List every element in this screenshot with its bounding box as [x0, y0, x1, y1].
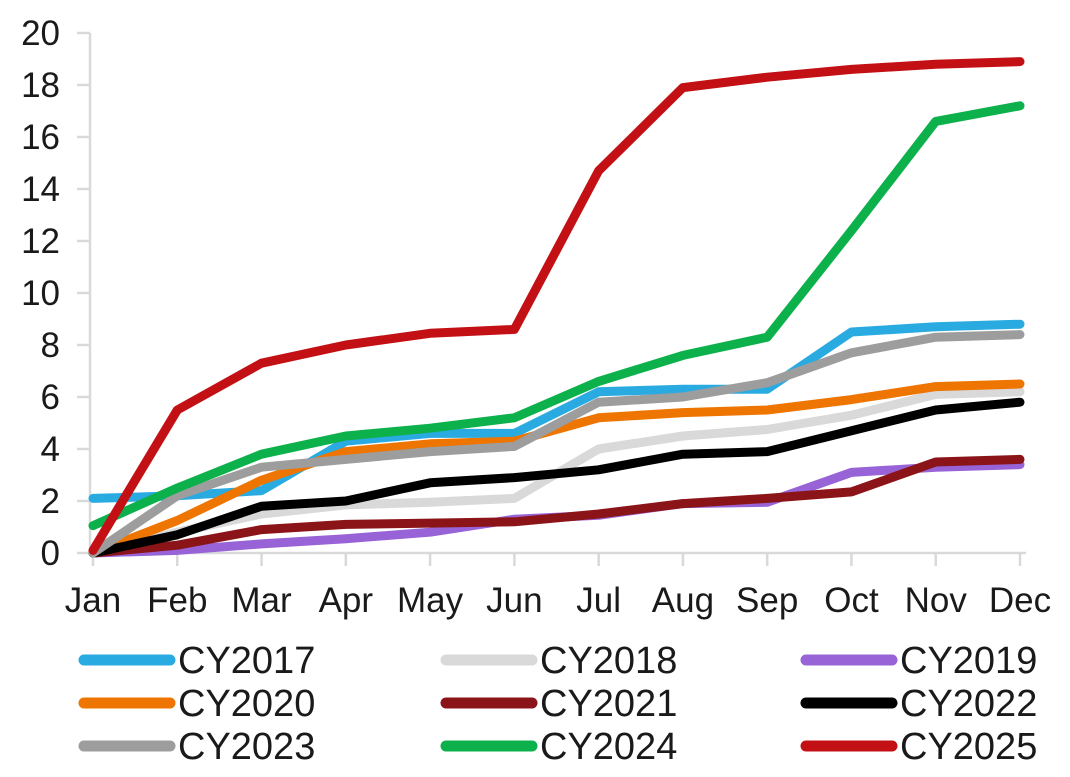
legend-item-CY2023: CY2023 — [78, 726, 315, 768]
series-CY2025 — [88, 57, 1025, 555]
x-tick-label: Oct — [824, 581, 879, 620]
series-line-CY2021 — [88, 454, 1025, 558]
y-tick-label: 0 — [41, 534, 60, 573]
x-tick-label: Mar — [231, 581, 292, 620]
legend-item-CY2018: CY2018 — [440, 640, 677, 682]
series-CY2022 — [88, 397, 1025, 558]
x-tick-label: Nov — [905, 581, 968, 620]
legend-item-CY2021: CY2021 — [440, 683, 677, 725]
x-tick-label: Aug — [652, 581, 714, 620]
legend-item-CY2024: CY2024 — [440, 726, 677, 768]
y-tick-label: 12 — [21, 222, 60, 261]
x-tick-label: Dec — [989, 581, 1051, 620]
legend-label-CY2017: CY2017 — [178, 640, 315, 682]
y-tick-label: 6 — [41, 378, 60, 417]
series-CY2024 — [88, 101, 1025, 531]
x-tick-label: Jun — [486, 581, 542, 620]
y-tick-label: 18 — [21, 66, 60, 105]
y-tick-label: 20 — [21, 14, 60, 53]
series-line-CY2025 — [88, 57, 1025, 555]
x-tick-label: Sep — [736, 581, 798, 620]
y-tick-label: 2 — [41, 482, 60, 521]
y-tick-label: 10 — [21, 274, 60, 313]
x-tick-label: May — [397, 581, 464, 620]
series-CY2021 — [88, 454, 1025, 558]
legend-item-CY2025: CY2025 — [800, 726, 1037, 768]
legend-item-CY2022: CY2022 — [800, 683, 1037, 725]
y-tick-label: 16 — [21, 118, 60, 157]
x-tick-label: Jul — [576, 581, 621, 620]
legend-item-CY2017: CY2017 — [78, 640, 315, 682]
legend-label-CY2019: CY2019 — [900, 640, 1037, 682]
legend-label-CY2020: CY2020 — [178, 683, 315, 725]
legend-label-CY2022: CY2022 — [900, 683, 1037, 725]
legend-label-CY2021: CY2021 — [540, 683, 677, 725]
y-tick-label: 4 — [41, 430, 60, 469]
x-tick-label: Jan — [65, 581, 121, 620]
y-tick-label: 14 — [21, 170, 60, 209]
series-CY2023 — [88, 330, 1025, 558]
axes: 0 2 4 6 8 10 12 14 16 18 20 Jan Feb Mar Apr May Jun Jul Au… — [21, 14, 1051, 620]
series-line-CY2020 — [88, 379, 1025, 558]
series-line-CY2023 — [88, 330, 1025, 558]
series-CY2020 — [88, 379, 1025, 558]
x-tick-label: Apr — [319, 581, 374, 620]
legend-label-CY2024: CY2024 — [540, 726, 677, 768]
legend-label-CY2023: CY2023 — [178, 726, 315, 768]
series-line-CY2024 — [88, 101, 1025, 531]
legend-label-CY2018: CY2018 — [540, 640, 677, 682]
legend-item-CY2019: CY2019 — [800, 640, 1037, 682]
y-tick-label: 8 — [41, 326, 60, 365]
legend-item-CY2020: CY2020 — [78, 683, 315, 725]
series-line-CY2022 — [88, 397, 1025, 558]
legend-label-CY2025: CY2025 — [900, 726, 1037, 768]
x-tick-label: Feb — [147, 581, 207, 620]
